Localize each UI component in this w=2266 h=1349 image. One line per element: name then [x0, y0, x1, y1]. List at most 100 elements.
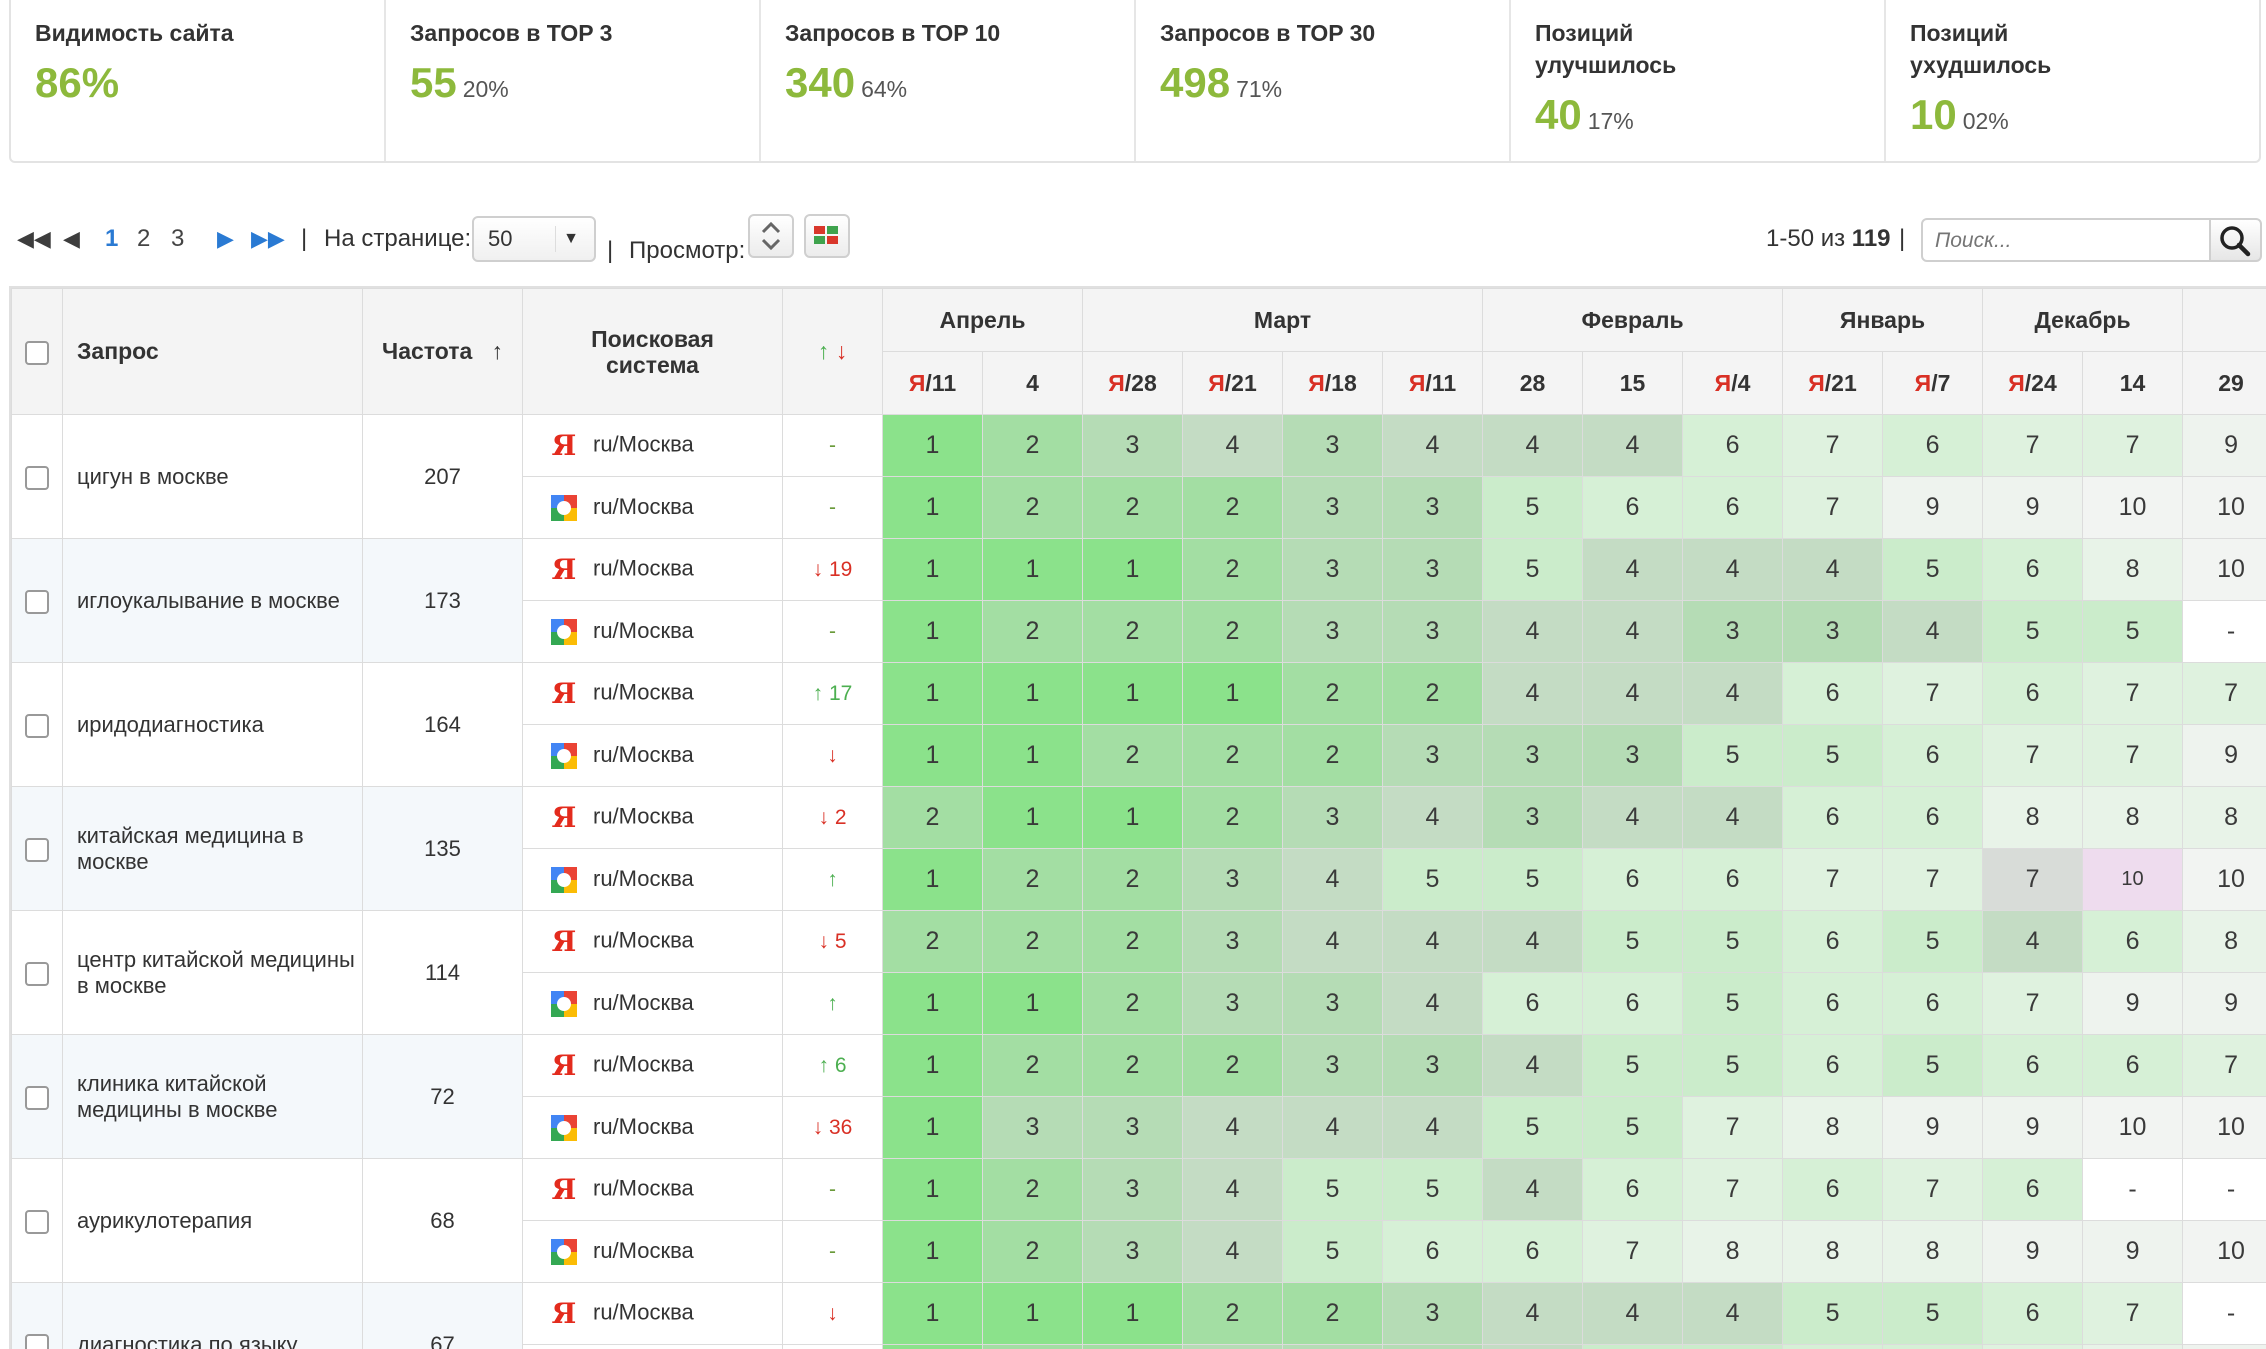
page-link-3[interactable]: 3: [171, 224, 184, 254]
position-cell[interactable]: 4: [1283, 1097, 1383, 1159]
position-cell[interactable]: 3: [1583, 725, 1683, 787]
position-cell[interactable]: 2: [983, 1035, 1083, 1097]
position-cell[interactable]: 6: [1683, 849, 1783, 911]
position-cell[interactable]: 4: [1483, 1283, 1583, 1345]
col-change[interactable]: ↑ ↓: [783, 289, 883, 415]
position-cell[interactable]: 5: [1883, 911, 1983, 973]
position-cell[interactable]: 2: [983, 601, 1083, 663]
position-cell[interactable]: 4: [1383, 415, 1483, 477]
position-cell[interactable]: 2: [1283, 725, 1383, 787]
position-cell[interactable]: 4: [1383, 973, 1483, 1035]
position-cell[interactable]: 3: [983, 1097, 1083, 1159]
position-cell[interactable]: 6: [1683, 415, 1783, 477]
position-cell[interactable]: 7: [2083, 1283, 2183, 1345]
position-cell[interactable]: 9: [2083, 973, 2183, 1035]
position-cell[interactable]: 10: [2183, 1097, 2266, 1159]
date-header[interactable]: 14: [2083, 352, 2183, 415]
position-cell[interactable]: 6: [2083, 911, 2183, 973]
position-cell[interactable]: 3: [1383, 539, 1483, 601]
position-cell[interactable]: 4: [1583, 601, 1683, 663]
position-cell[interactable]: 4: [1383, 1097, 1483, 1159]
position-cell[interactable]: 1: [883, 477, 983, 539]
position-cell[interactable]: 8: [2183, 787, 2266, 849]
prev-page-icon[interactable]: ◀: [63, 224, 80, 254]
position-cell[interactable]: 5: [1583, 1035, 1683, 1097]
next-page-icon[interactable]: ▶: [217, 224, 234, 254]
date-header[interactable]: Я/7: [1883, 352, 1983, 415]
position-cell[interactable]: 9: [1983, 1221, 2083, 1283]
position-cell[interactable]: 4: [1583, 539, 1683, 601]
position-cell[interactable]: 6: [1883, 415, 1983, 477]
position-cell[interactable]: 3: [1283, 415, 1383, 477]
position-cell[interactable]: 1: [883, 415, 983, 477]
position-cell[interactable]: 3: [1183, 849, 1283, 911]
position-cell[interactable]: 6: [1783, 911, 1883, 973]
position-cell[interactable]: 3: [1283, 1035, 1383, 1097]
position-cell[interactable]: 2: [1183, 787, 1283, 849]
view-sort-button[interactable]: [748, 214, 794, 258]
page-link-1[interactable]: 1: [105, 224, 118, 254]
position-cell[interactable]: 4: [1383, 911, 1483, 973]
position-cell[interactable]: 4: [1483, 911, 1583, 973]
position-cell[interactable]: 7: [1883, 663, 1983, 725]
query-cell[interactable]: диагностика по языку: [63, 1283, 363, 1349]
position-cell[interactable]: 4: [1583, 415, 1683, 477]
position-cell[interactable]: 3: [1283, 539, 1383, 601]
position-cell[interactable]: 1: [883, 1283, 983, 1345]
row-checkbox[interactable]: [25, 1086, 49, 1110]
position-cell[interactable]: 6: [1983, 1035, 2083, 1097]
position-cell[interactable]: 3: [1283, 787, 1383, 849]
position-cell[interactable]: 8: [1983, 787, 2083, 849]
position-cell[interactable]: 2: [983, 911, 1083, 973]
position-cell[interactable]: 1: [1183, 663, 1283, 725]
position-cell[interactable]: 2: [1083, 725, 1183, 787]
position-cell[interactable]: 1: [883, 1221, 983, 1283]
position-cell[interactable]: 6: [1683, 477, 1783, 539]
position-cell[interactable]: 4: [1683, 1283, 1783, 1345]
position-cell[interactable]: 3: [1783, 601, 1883, 663]
search-button[interactable]: [2209, 218, 2262, 262]
position-cell[interactable]: 10: [2183, 849, 2266, 911]
position-cell[interactable]: 5: [1883, 539, 1983, 601]
position-cell[interactable]: 9: [1883, 1097, 1983, 1159]
position-cell[interactable]: 3: [1383, 725, 1483, 787]
position-cell[interactable]: 9: [2083, 1221, 2183, 1283]
date-header[interactable]: Я/11: [1383, 352, 1483, 415]
position-cell[interactable]: 3: [1183, 911, 1283, 973]
position-cell[interactable]: 4: [1283, 911, 1383, 973]
position-cell[interactable]: 2: [1183, 477, 1283, 539]
position-cell[interactable]: 3: [1283, 973, 1383, 1035]
position-cell[interactable]: 2: [1183, 725, 1283, 787]
position-cell[interactable]: 10: [2183, 477, 2266, 539]
position-cell[interactable]: 1: [983, 725, 1083, 787]
position-cell[interactable]: 4: [1483, 1159, 1583, 1221]
position-cell[interactable]: 4: [1183, 415, 1283, 477]
position-cell[interactable]: 8: [2083, 539, 2183, 601]
position-cell[interactable]: 9: [1883, 477, 1983, 539]
position-cell[interactable]: 4: [1183, 1159, 1283, 1221]
position-cell[interactable]: 2: [1183, 539, 1283, 601]
position-cell[interactable]: 1: [883, 1159, 983, 1221]
position-cell[interactable]: 1: [883, 973, 983, 1035]
position-cell[interactable]: 1: [1083, 1283, 1183, 1345]
position-cell[interactable]: 5: [1683, 973, 1783, 1035]
position-cell[interactable]: 2: [1083, 477, 1183, 539]
position-cell[interactable]: 9: [1983, 477, 2083, 539]
position-cell[interactable]: 7: [1983, 973, 2083, 1035]
row-checkbox[interactable]: [25, 466, 49, 490]
position-cell[interactable]: 5: [1583, 1097, 1683, 1159]
position-cell[interactable]: 3: [1383, 601, 1483, 663]
position-cell[interactable]: 9: [2183, 973, 2266, 1035]
position-cell[interactable]: 6: [1983, 1283, 2083, 1345]
position-cell[interactable]: 7: [1583, 1221, 1683, 1283]
position-cell[interactable]: 7: [1783, 477, 1883, 539]
position-cell[interactable]: -: [2183, 1283, 2266, 1345]
position-cell[interactable]: 9: [2183, 725, 2266, 787]
position-cell[interactable]: 1: [983, 1283, 1083, 1345]
position-cell[interactable]: 6: [1883, 973, 1983, 1035]
date-header[interactable]: Я/21: [1183, 352, 1283, 415]
position-cell[interactable]: 7: [2183, 1035, 2266, 1097]
position-cell[interactable]: 1: [983, 787, 1083, 849]
position-cell[interactable]: 8: [1883, 1221, 1983, 1283]
position-cell[interactable]: 5: [1683, 1035, 1783, 1097]
